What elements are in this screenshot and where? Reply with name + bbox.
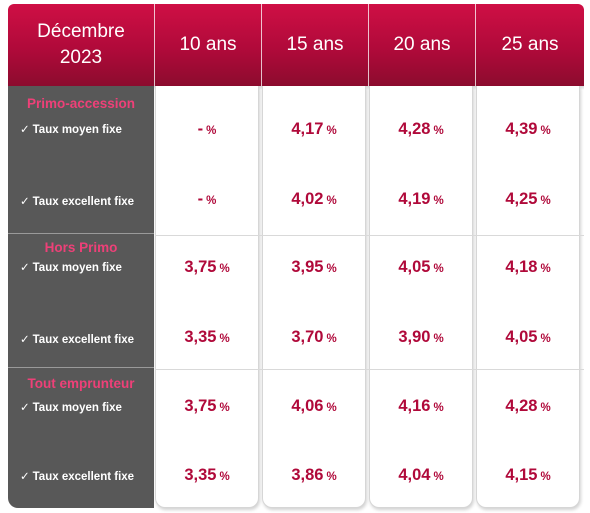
rate-cell: 4,16% bbox=[398, 397, 444, 415]
rate-cell: 3,35% bbox=[184, 328, 230, 346]
row-label: ✓ Taux excellent fixe bbox=[20, 469, 160, 483]
check-icon: ✓ bbox=[20, 471, 30, 483]
header-band bbox=[8, 4, 584, 86]
rate-cell: 4,39% bbox=[505, 120, 551, 138]
rate-cell: 4,25% bbox=[505, 190, 551, 208]
rate-cell: -% bbox=[197, 190, 217, 208]
rate-cell: 4,28% bbox=[505, 397, 551, 415]
check-icon: ✓ bbox=[20, 402, 30, 414]
row-label: ✓ Taux excellent fixe bbox=[20, 332, 160, 346]
rate-cell: 4,06% bbox=[291, 397, 337, 415]
header-duration-10: 10 ans bbox=[179, 34, 237, 55]
header-divider bbox=[475, 4, 476, 86]
rate-cell: 4,02% bbox=[291, 190, 337, 208]
check-icon: ✓ bbox=[20, 334, 30, 346]
rate-cell: 4,17% bbox=[291, 120, 337, 138]
row-divider bbox=[155, 235, 584, 236]
section-divider bbox=[8, 233, 154, 234]
value-column-25 bbox=[476, 86, 580, 508]
row-divider bbox=[155, 369, 584, 370]
value-column-15 bbox=[262, 86, 366, 508]
check-icon: ✓ bbox=[20, 196, 30, 208]
row-label-text: Taux excellent fixe bbox=[32, 196, 135, 208]
rate-cell: 4,15% bbox=[505, 466, 551, 484]
rate-cell: 4,05% bbox=[505, 328, 551, 346]
rate-cell: 4,04% bbox=[398, 466, 444, 484]
rate-cell: 4,05% bbox=[398, 258, 444, 276]
label-column bbox=[8, 86, 154, 508]
section-title-primo-accession: Primo-accession bbox=[26, 96, 136, 111]
row-label-text: Taux moyen fixe bbox=[32, 402, 122, 414]
rate-cell: 3,86% bbox=[291, 466, 337, 484]
rate-cell: 4,18% bbox=[505, 258, 551, 276]
rate-cell: 3,35% bbox=[184, 466, 230, 484]
row-label: ✓ Taux moyen fixe bbox=[20, 260, 160, 274]
rate-cell: 3,75% bbox=[184, 258, 230, 276]
rate-cell: 3,95% bbox=[291, 258, 337, 276]
header-month: Décembre bbox=[37, 21, 125, 42]
section-divider bbox=[8, 367, 154, 368]
value-column-20 bbox=[369, 86, 473, 508]
value-column-10 bbox=[155, 86, 259, 508]
rate-cell: -% bbox=[197, 120, 217, 138]
header-divider bbox=[154, 4, 155, 86]
check-icon: ✓ bbox=[20, 262, 30, 274]
row-label-text: Taux excellent fixe bbox=[32, 334, 135, 346]
row-label-text: Taux moyen fixe bbox=[32, 124, 122, 136]
header-duration-15: 15 ans bbox=[286, 34, 344, 55]
header-duration-25: 25 ans bbox=[501, 34, 559, 55]
rate-cell: 3,75% bbox=[184, 397, 230, 415]
row-label: ✓ Taux moyen fixe bbox=[20, 400, 160, 414]
rate-cell: 4,19% bbox=[398, 190, 444, 208]
header-duration-20: 20 ans bbox=[393, 34, 451, 55]
header-date: Décembre 2023 bbox=[8, 4, 154, 86]
section-title-tout-emprunteur: Tout emprunteur bbox=[27, 376, 135, 391]
rate-cell: 3,90% bbox=[398, 328, 444, 346]
header-divider bbox=[261, 4, 262, 86]
row-label-text: Taux moyen fixe bbox=[32, 262, 122, 274]
section-title-hors-primo: Hors Primo bbox=[44, 240, 118, 255]
row-label: ✓ Taux moyen fixe bbox=[20, 122, 160, 136]
rate-cell: 4,28% bbox=[398, 120, 444, 138]
row-label: ✓ Taux excellent fixe bbox=[20, 194, 160, 208]
header-year: 2023 bbox=[59, 47, 103, 68]
row-label-text: Taux excellent fixe bbox=[32, 471, 135, 483]
header-divider bbox=[368, 4, 369, 86]
rate-cell: 3,70% bbox=[291, 328, 337, 346]
check-icon: ✓ bbox=[20, 124, 30, 136]
